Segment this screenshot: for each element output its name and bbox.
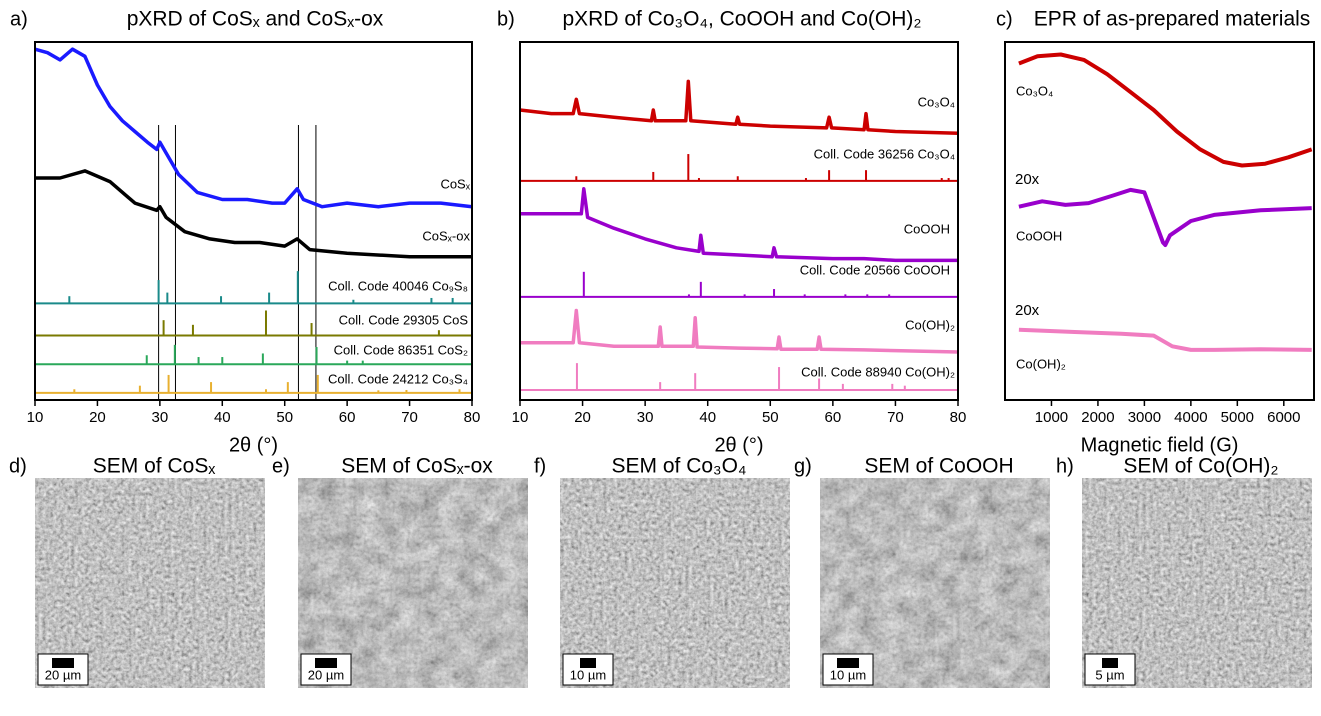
trace xyxy=(519,79,959,136)
x-tick-label: 5000 xyxy=(1221,409,1254,426)
panel-label: d) xyxy=(9,455,27,477)
x-tick-label: 40 xyxy=(214,409,231,426)
annotation: 20x xyxy=(1015,171,1040,188)
reference-label: Coll. Code 20566 CoOOH xyxy=(800,262,950,277)
reference-label: Coll. Code 40046 Co₉S₈ xyxy=(328,278,468,293)
image-title: SEM of CoOOH xyxy=(864,455,1013,478)
reference-label: Coll. Code 86351 CoS₂ xyxy=(334,342,468,357)
x-tick-label: 50 xyxy=(276,409,293,426)
trace xyxy=(1018,52,1313,168)
annotation: 20x xyxy=(1015,302,1040,319)
reference-label: Coll. Code 36256 Co₃O₄ xyxy=(814,146,955,161)
series-label: CoSₓ-ox xyxy=(422,228,470,243)
x-tick-label: 20 xyxy=(89,409,106,426)
image-title: SEM of Co₃O₄ xyxy=(612,455,747,478)
plot-frame xyxy=(34,41,473,401)
series-label: Co₃O₄ xyxy=(918,94,955,109)
x-tick-label: 30 xyxy=(637,409,654,426)
x-axis-label: 2θ (°) xyxy=(714,434,763,456)
x-tick-label: 10 xyxy=(512,409,529,426)
series-label: CoOOH xyxy=(904,221,950,236)
x-tick-label: 40 xyxy=(699,409,716,426)
sem-texture xyxy=(35,478,265,688)
series-label: Co₃O₄ xyxy=(1016,83,1053,98)
x-tick-label: 6000 xyxy=(1267,409,1300,426)
chart-title: pXRD of Co₃O₄, CoOOH and Co(OH)₂ xyxy=(562,8,921,31)
scale-bar xyxy=(580,658,596,668)
scale-bar xyxy=(837,658,859,668)
x-tick-label: 80 xyxy=(950,409,967,426)
scale-bar-label: 20 µm xyxy=(308,667,344,682)
trace xyxy=(1018,187,1312,247)
panel-label: g) xyxy=(794,455,812,477)
x-tick-label: 60 xyxy=(825,409,842,426)
x-tick-label: 1000 xyxy=(1035,409,1068,426)
image-title: SEM of CoSₓ xyxy=(93,455,216,478)
x-tick-label: 50 xyxy=(762,409,779,426)
x-tick-label: 70 xyxy=(401,409,418,426)
scale-bar-label: 10 µm xyxy=(830,667,866,682)
image-title: SEM of Co(OH)₂ xyxy=(1123,455,1278,478)
sem-texture xyxy=(560,478,790,688)
reference-label: Coll. Code 29305 CoS xyxy=(339,312,469,327)
scale-bar-label: 5 µm xyxy=(1095,667,1124,682)
panel-label: h) xyxy=(1056,455,1074,477)
x-tick-label: 30 xyxy=(152,409,169,426)
panel-label: c) xyxy=(996,8,1013,30)
x-tick-label: 60 xyxy=(339,409,356,426)
series-label: Co(OH)₂ xyxy=(905,317,955,332)
x-tick-label: 10 xyxy=(27,409,44,426)
series-label: CoSₓ xyxy=(440,176,470,191)
x-tick-label: 20 xyxy=(574,409,591,426)
x-axis-label: Magnetic field (G) xyxy=(1081,434,1239,456)
sem-texture xyxy=(1082,478,1312,688)
trace xyxy=(35,169,472,259)
chart-title: pXRD of CoSₓ and CoSₓ-ox xyxy=(127,8,384,31)
x-tick-label: 70 xyxy=(887,409,904,426)
x-tick-label: 2000 xyxy=(1081,409,1114,426)
trace xyxy=(520,187,958,263)
panel-label: e) xyxy=(272,455,290,477)
trace xyxy=(520,308,959,354)
x-tick-label: 4000 xyxy=(1174,409,1207,426)
reference-label: Coll. Code 88940 Co(OH)₂ xyxy=(801,364,955,379)
panel-label: b) xyxy=(497,8,515,30)
chart-title: EPR of as-prepared materials xyxy=(1034,8,1311,31)
plot-frame xyxy=(1004,41,1315,401)
trace xyxy=(34,47,473,209)
panel-label: f) xyxy=(534,455,546,477)
sem-texture xyxy=(820,478,1050,688)
scale-bar xyxy=(315,658,337,668)
scale-bar-label: 20 µm xyxy=(45,667,81,682)
trace xyxy=(1018,327,1312,352)
series-label: CoOOH xyxy=(1016,228,1062,243)
plot-frame xyxy=(519,41,959,401)
x-axis-label: 2θ (°) xyxy=(229,434,278,456)
scale-bar xyxy=(52,658,74,668)
scale-bar xyxy=(1102,658,1118,668)
image-title: SEM of CoSₓ-ox xyxy=(341,455,493,478)
series-label: Co(OH)₂ xyxy=(1016,356,1066,371)
x-tick-label: 80 xyxy=(464,409,481,426)
panel-label: a) xyxy=(10,8,28,30)
x-tick-label: 3000 xyxy=(1128,409,1161,426)
sem-texture xyxy=(298,478,528,688)
reference-label: Coll. Code 24212 Co₃S₄ xyxy=(328,371,468,386)
scale-bar-label: 10 µm xyxy=(570,667,606,682)
